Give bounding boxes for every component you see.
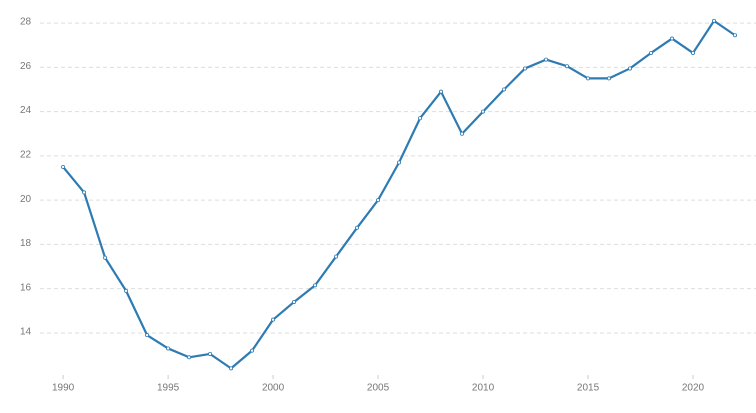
data-point xyxy=(481,109,486,114)
data-point xyxy=(82,190,87,195)
x-tick-label: 2005 xyxy=(367,383,390,394)
data-point xyxy=(460,131,465,136)
data-point xyxy=(187,355,192,360)
data-point xyxy=(691,50,696,55)
data-point xyxy=(208,351,213,356)
y-tick-label: 18 xyxy=(20,238,32,249)
data-point xyxy=(712,18,717,23)
x-tick-label: 1990 xyxy=(52,383,75,394)
data-point xyxy=(733,33,738,38)
data-point xyxy=(292,299,297,304)
y-tick-label: 14 xyxy=(20,327,32,338)
y-tick-label: 20 xyxy=(20,194,32,205)
data-point xyxy=(439,89,444,94)
data-point xyxy=(355,225,360,230)
data-point xyxy=(124,288,129,293)
data-point xyxy=(145,333,150,338)
y-tick-label: 24 xyxy=(20,105,32,116)
data-point xyxy=(397,160,402,165)
y-tick-label: 22 xyxy=(20,150,32,161)
data-point xyxy=(418,116,423,121)
x-tick-label: 1995 xyxy=(157,383,180,394)
data-point xyxy=(103,255,108,260)
data-point xyxy=(544,57,549,62)
data-point xyxy=(166,346,171,351)
data-point xyxy=(502,87,507,92)
data-point xyxy=(670,36,675,41)
x-tick-label: 2000 xyxy=(262,383,285,394)
data-point xyxy=(61,164,66,169)
data-point xyxy=(607,76,612,81)
data-point xyxy=(271,317,276,322)
data-point xyxy=(334,254,339,259)
data-point xyxy=(376,198,381,203)
x-tick-label: 2020 xyxy=(682,383,705,394)
y-tick-label: 28 xyxy=(20,17,32,28)
x-tick-label: 2010 xyxy=(472,383,495,394)
data-point xyxy=(229,366,234,371)
data-point xyxy=(523,66,528,71)
x-tick-label: 2015 xyxy=(577,383,600,394)
data-line xyxy=(62,19,736,370)
data-point xyxy=(586,76,591,81)
data-point xyxy=(649,50,654,55)
data-point xyxy=(628,66,633,71)
data-point xyxy=(313,283,318,288)
data-point xyxy=(250,348,255,353)
y-tick-label: 16 xyxy=(20,282,32,293)
y-tick-label: 26 xyxy=(20,61,32,72)
data-point xyxy=(565,64,570,69)
